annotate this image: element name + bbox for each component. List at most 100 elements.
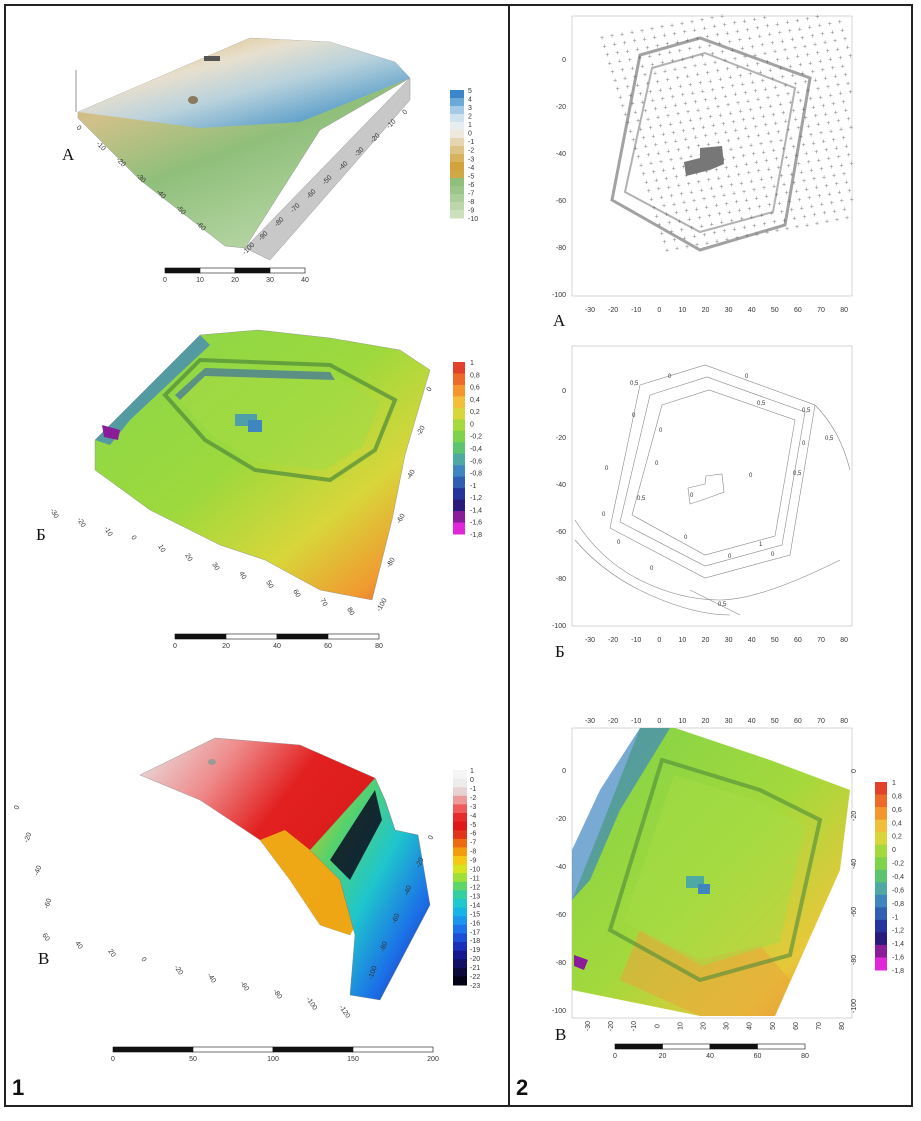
contour-label: 0,5	[637, 496, 646, 502]
right-b-x-ticks: -30 -20 -10 0 10 20 30 40 50 60 70 80	[585, 637, 848, 644]
scale-segment	[276, 633, 329, 640]
survey-point-marker: +	[843, 72, 847, 79]
y-tick: -60	[851, 907, 858, 917]
x-tick: -10	[631, 637, 641, 644]
legend-swatch	[453, 881, 467, 891]
right-b-plot-frame	[571, 345, 853, 627]
survey-point-marker: +	[773, 49, 777, 56]
survey-point-marker: +	[834, 145, 838, 152]
survey-point-marker: +	[674, 138, 678, 145]
y-tick: -80	[556, 960, 566, 967]
survey-point-marker: +	[788, 28, 792, 35]
survey-point-marker: +	[774, 120, 778, 127]
legend-swatch	[450, 202, 464, 211]
survey-point-marker: +	[765, 194, 769, 201]
survey-point-marker: +	[761, 78, 765, 85]
survey-point-marker: +	[719, 184, 723, 191]
survey-point-marker: +	[671, 94, 675, 101]
legend-swatch	[453, 967, 467, 977]
survey-point-marker: +	[641, 135, 645, 142]
survey-point-marker: +	[825, 219, 829, 226]
survey-point-marker: +	[655, 214, 659, 221]
scale-label: 0	[613, 1053, 617, 1060]
survey-point-marker: +	[695, 242, 699, 249]
right-a-enclosure	[610, 36, 812, 252]
scale-label: 30	[266, 277, 274, 284]
survey-point-marker: +	[656, 150, 660, 157]
survey-point-marker: +	[813, 42, 817, 49]
survey-point-marker: +	[715, 239, 719, 246]
survey-point-marker: +	[615, 50, 619, 57]
survey-point-marker: +	[662, 167, 666, 174]
survey-point-marker: +	[663, 33, 667, 40]
legend-label: 0	[468, 131, 472, 138]
survey-point-marker: +	[791, 72, 795, 79]
survey-point-marker: +	[736, 100, 740, 107]
legend-label: -18	[470, 938, 480, 945]
survey-point-marker: +	[688, 82, 692, 89]
contour-label: 0	[650, 566, 654, 572]
survey-point-marker: +	[714, 131, 718, 138]
survey-point-marker: +	[725, 201, 729, 208]
survey-point-marker: +	[711, 123, 715, 130]
survey-point-marker: +	[689, 118, 693, 125]
survey-point-marker: +	[633, 38, 637, 45]
survey-point-marker: +	[756, 97, 760, 104]
survey-point-marker: +	[754, 124, 758, 131]
survey-point-marker: +	[638, 91, 642, 98]
survey-point-marker: +	[755, 196, 759, 203]
survey-point-marker: +	[835, 181, 839, 188]
legend-swatch	[450, 194, 464, 203]
x-tick: 70	[817, 637, 825, 644]
survey-point-marker: +	[672, 166, 676, 173]
right-b-y-ticks: 0 -20 -40 -60 -80 -100	[552, 388, 566, 630]
survey-point-marker: +	[839, 127, 843, 134]
survey-point-marker: +	[673, 67, 677, 74]
survey-point-marker: +	[808, 25, 812, 32]
x-tick: 0	[657, 718, 661, 725]
y-tick: -60	[556, 529, 566, 536]
survey-point-marker: +	[792, 216, 796, 223]
survey-point-marker: +	[666, 77, 670, 84]
survey-point-marker: +	[610, 33, 614, 40]
survey-point-marker: +	[688, 46, 692, 53]
survey-point-marker: +	[723, 94, 727, 101]
survey-point-marker: +	[829, 164, 833, 171]
survey-point-marker: +	[628, 57, 632, 64]
survey-point-marker: +	[717, 211, 721, 218]
survey-point-marker: +	[823, 76, 827, 83]
axis-tick: -30	[48, 508, 59, 520]
survey-point-marker: +	[844, 108, 848, 115]
legend-label: -2	[470, 795, 476, 802]
survey-point-marker: +	[704, 133, 708, 140]
legend-swatch	[453, 916, 467, 926]
x-tick: -10	[631, 1021, 638, 1031]
survey-point-marker: +	[798, 26, 802, 33]
survey-point-marker: +	[711, 87, 715, 94]
survey-point-marker: +	[707, 177, 711, 184]
survey-point-marker: +	[813, 77, 817, 84]
survey-point-marker: +	[716, 68, 720, 75]
right-b-contours	[574, 364, 851, 616]
survey-point-marker: +	[744, 126, 748, 133]
survey-point-marker: +	[747, 170, 751, 177]
survey-point-marker: +	[773, 85, 777, 92]
survey-point-marker: +	[693, 99, 697, 106]
axis-tick: 70	[318, 598, 328, 608]
survey-point-marker: +	[672, 237, 676, 244]
survey-point-marker: +	[678, 48, 682, 55]
legend-label: -16	[470, 920, 480, 927]
survey-point-marker: +	[653, 106, 657, 113]
survey-point-marker: +	[751, 115, 755, 122]
survey-point-marker: +	[725, 237, 729, 244]
contour-label: 1	[759, 542, 763, 548]
x-tick: -20	[608, 307, 618, 314]
y-tick: -40	[556, 864, 566, 871]
legend-swatch	[875, 844, 887, 858]
survey-point-marker: +	[758, 69, 762, 76]
survey-point-marker: +	[792, 144, 796, 151]
survey-point-marker: +	[709, 186, 713, 193]
survey-point-marker: +	[723, 22, 727, 29]
survey-point-marker: +	[732, 155, 736, 162]
axis-tick: -80	[379, 941, 389, 953]
